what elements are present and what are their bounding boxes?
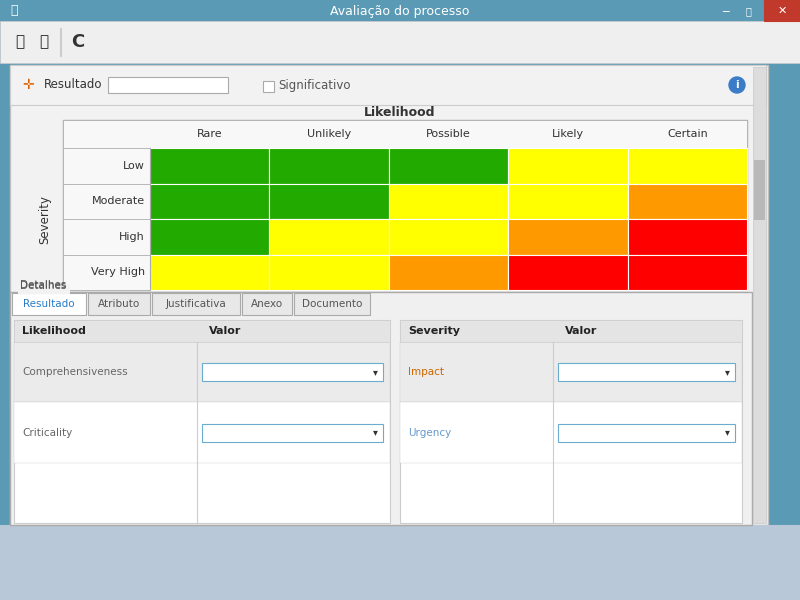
Text: Documento: Documento — [302, 299, 362, 309]
Text: Criticality: Criticality — [22, 427, 72, 437]
Text: ▾: ▾ — [373, 427, 378, 437]
Bar — [10, 65, 768, 525]
Bar — [242, 293, 292, 315]
Bar — [202, 424, 383, 442]
Text: Urgency: Urgency — [408, 427, 451, 437]
Text: Likely: Likely — [552, 129, 584, 139]
Text: Rare: Rare — [197, 129, 222, 139]
Text: Detalhes: Detalhes — [20, 281, 66, 291]
Text: Low: Low — [123, 161, 145, 171]
Bar — [270, 219, 389, 254]
Text: Likelihood: Likelihood — [364, 106, 436, 118]
Bar — [508, 219, 628, 254]
Bar — [63, 120, 747, 148]
Text: 🖫: 🖫 — [15, 34, 25, 49]
Bar — [0, 525, 800, 600]
Text: Impact: Impact — [408, 367, 444, 377]
Text: ▾: ▾ — [373, 367, 378, 377]
Text: Avaliação do processo: Avaliação do processo — [330, 4, 470, 17]
Text: 🗈: 🗈 — [10, 4, 18, 17]
Text: Atributo: Atributo — [98, 299, 140, 309]
Bar — [0, 0, 800, 21]
Bar — [14, 320, 390, 523]
Bar — [558, 363, 735, 381]
Text: Detalhes: Detalhes — [20, 280, 66, 290]
Bar — [764, 0, 800, 21]
Bar — [389, 148, 508, 184]
Text: i: i — [735, 80, 739, 90]
Bar — [150, 148, 270, 184]
Bar — [263, 81, 274, 92]
Text: Severity: Severity — [408, 326, 460, 336]
Bar — [389, 254, 508, 290]
Bar — [270, 254, 389, 290]
Bar — [628, 148, 747, 184]
Text: High: High — [119, 232, 145, 242]
Text: ▾: ▾ — [725, 367, 730, 377]
Text: Unlikely: Unlikely — [307, 129, 351, 139]
Text: Valor: Valor — [209, 326, 242, 336]
Bar — [12, 293, 86, 315]
Text: Very High: Very High — [91, 267, 145, 277]
Text: 🖫: 🖫 — [39, 34, 49, 49]
Bar — [10, 292, 752, 525]
Text: Comprehensiveness: Comprehensiveness — [22, 367, 128, 377]
Circle shape — [729, 77, 745, 93]
Bar — [389, 184, 508, 219]
Bar — [508, 184, 628, 219]
Bar — [202, 363, 383, 381]
Bar — [63, 219, 150, 254]
Bar — [108, 77, 228, 93]
Bar — [628, 184, 747, 219]
Text: ─: ─ — [722, 6, 730, 16]
Text: ▾: ▾ — [725, 427, 730, 437]
Text: Significativo: Significativo — [278, 79, 350, 92]
Bar — [63, 184, 150, 219]
Bar — [63, 148, 150, 184]
Bar — [63, 254, 150, 290]
Bar — [14, 320, 390, 342]
Text: Likelihood: Likelihood — [22, 326, 86, 336]
Text: Anexo: Anexo — [251, 299, 283, 309]
Bar — [558, 424, 735, 442]
Text: ⬜: ⬜ — [745, 6, 751, 16]
Bar — [14, 342, 390, 403]
Bar — [270, 184, 389, 219]
Bar — [753, 67, 766, 523]
Bar — [754, 160, 765, 220]
Text: Moderate: Moderate — [92, 196, 145, 206]
Text: Justificativa: Justificativa — [166, 299, 226, 309]
Bar — [18, 284, 70, 294]
Bar — [150, 219, 270, 254]
Text: C: C — [71, 33, 85, 51]
Bar — [10, 65, 766, 105]
Bar — [400, 403, 742, 463]
Bar — [150, 254, 270, 290]
Bar — [628, 254, 747, 290]
Bar — [628, 219, 747, 254]
Bar — [400, 320, 742, 523]
Text: ✛: ✛ — [22, 78, 34, 92]
Bar — [0, 21, 800, 63]
Text: Resultado: Resultado — [44, 79, 102, 91]
Bar — [294, 293, 370, 315]
Text: Valor: Valor — [565, 326, 598, 336]
Text: Severity: Severity — [38, 194, 51, 244]
Bar — [60, 28, 61, 56]
Bar — [400, 320, 742, 342]
Text: ✕: ✕ — [778, 6, 786, 16]
Bar — [508, 148, 628, 184]
Bar — [150, 184, 270, 219]
Bar — [270, 148, 389, 184]
Bar — [400, 342, 742, 403]
Bar — [14, 403, 390, 463]
Text: Possible: Possible — [426, 129, 471, 139]
Bar — [63, 120, 747, 290]
Text: Resultado: Resultado — [23, 299, 75, 309]
Bar — [88, 293, 150, 315]
Text: Certain: Certain — [667, 129, 708, 139]
Bar — [508, 254, 628, 290]
Bar — [152, 293, 240, 315]
Bar — [389, 219, 508, 254]
